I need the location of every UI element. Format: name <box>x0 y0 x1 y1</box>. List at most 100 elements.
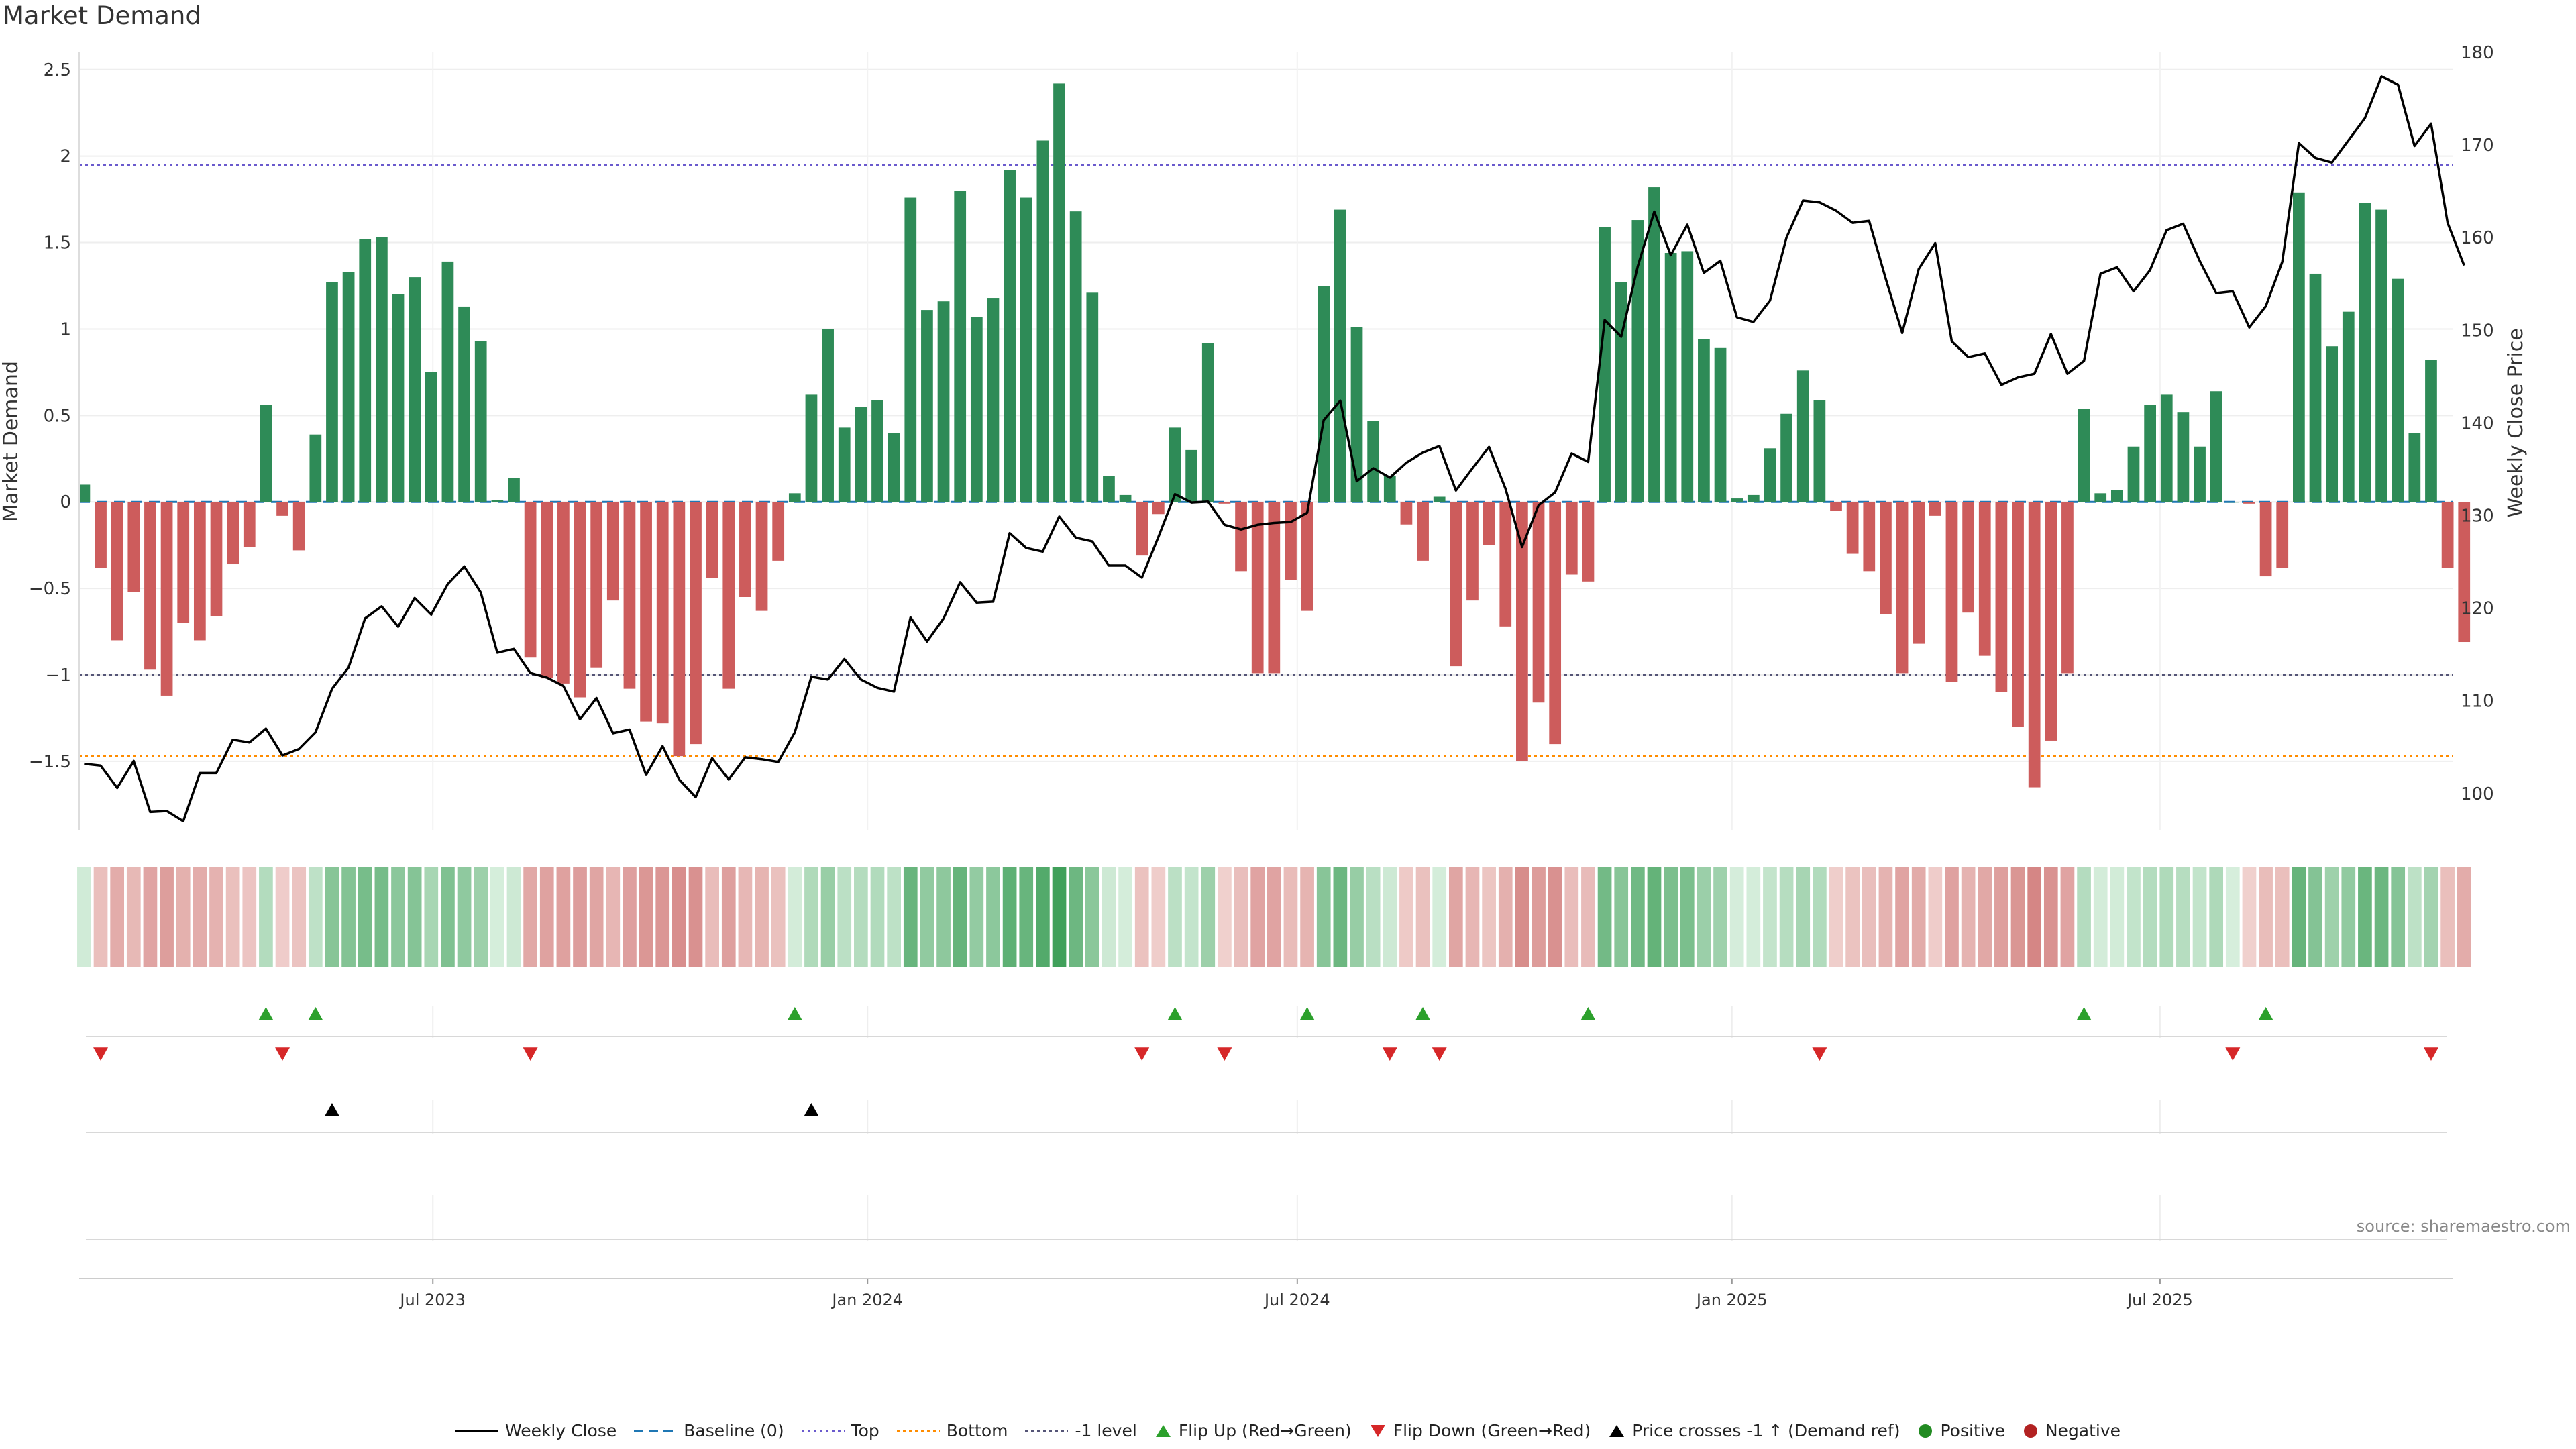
heat-cell <box>2176 867 2190 967</box>
legend-item-top: Top <box>801 1421 879 1440</box>
flip-down-marker <box>1812 1047 1827 1061</box>
demand-bar <box>838 427 851 502</box>
demand-bar <box>2094 493 2107 502</box>
demand-bar <box>1929 502 1941 516</box>
demand-bar <box>1532 502 1545 703</box>
heat-cell <box>143 867 158 967</box>
heat-cell <box>2110 867 2125 967</box>
heat-cell <box>1069 867 1083 967</box>
demand-bar <box>1599 227 1611 502</box>
demand-bar <box>855 407 867 502</box>
flip-up-marker <box>258 1007 274 1020</box>
y2-tick-label: 150 <box>2461 321 2494 341</box>
demand-bar <box>260 405 272 502</box>
demand-bar <box>1549 502 1562 745</box>
heat-cell <box>1729 867 1744 967</box>
demand-bar <box>2375 209 2387 502</box>
heat-cell <box>1895 867 1909 967</box>
demand-bar <box>227 502 239 565</box>
heat-cell <box>1532 867 1546 967</box>
heat-cell <box>2242 867 2257 967</box>
heat-cell <box>1581 867 1595 967</box>
heat-cell <box>1664 867 1678 967</box>
demand-bar <box>1169 427 1181 502</box>
heat-cell <box>490 867 504 967</box>
demand-bar <box>359 239 372 502</box>
flip-down-marker <box>2225 1047 2241 1061</box>
demand-bar <box>987 298 1000 502</box>
demand-bar <box>623 502 636 689</box>
legend-item-minus1: -1 level <box>1025 1421 1137 1440</box>
demand-bar <box>1433 496 1446 502</box>
y-axis-label: Market Demand <box>0 361 23 522</box>
demand-bar <box>210 502 223 616</box>
demand-bar <box>1978 502 1991 656</box>
flip-down-marker <box>1134 1047 1150 1061</box>
heat-cell <box>1647 867 1662 967</box>
heat-cell <box>2259 867 2273 967</box>
demand-bar <box>1516 502 1528 761</box>
flip-up-marker <box>787 1007 802 1020</box>
heat-cell <box>589 867 604 967</box>
legend-dot-icon <box>1917 1423 1933 1439</box>
demand-bar <box>1731 498 1743 502</box>
heat-cell <box>573 867 587 967</box>
flip-up-marker <box>1415 1007 1431 1020</box>
heat-cell <box>275 867 290 967</box>
legend-triangle-up-icon <box>1608 1424 1625 1438</box>
heat-cell <box>2407 867 2422 967</box>
demand-bar <box>2243 502 2255 504</box>
heat-cell <box>1052 867 1067 967</box>
heat-cell <box>1218 867 1232 967</box>
legend-item-baseline: Baseline (0) <box>634 1421 784 1440</box>
demand-bar <box>2078 409 2090 502</box>
y-tick-label: 1 <box>60 319 71 339</box>
event-markers <box>86 1006 2447 1241</box>
heat-cell <box>1994 867 2008 967</box>
heat-cell <box>606 867 621 967</box>
heat-cell <box>688 867 703 967</box>
heat-cell <box>176 867 191 967</box>
heat-cell <box>474 867 488 967</box>
heat-cell <box>672 867 686 967</box>
demand-bar <box>2292 192 2305 502</box>
heat-cell <box>1515 867 1529 967</box>
heat-cell <box>407 867 422 967</box>
demand-bar <box>95 502 107 568</box>
demand-bar <box>970 317 983 502</box>
heat-cell <box>2093 867 2108 967</box>
demand-bar <box>1582 502 1595 582</box>
demand-bar <box>1913 502 1925 644</box>
demand-bar <box>673 502 686 757</box>
demand-bar <box>1813 400 1826 502</box>
demand-bar <box>921 310 933 502</box>
heat-cell <box>1862 867 1876 967</box>
heat-cell <box>391 867 405 967</box>
demand-bar <box>1747 494 1760 502</box>
legend-dashed-line-icon <box>634 1424 678 1438</box>
heat-cell <box>2043 867 2058 967</box>
demand-bar <box>491 500 504 502</box>
heat-cell <box>1283 867 1298 967</box>
legend-item-flip_up: Flip Up (Red→Green) <box>1155 1421 1352 1440</box>
demand-bar <box>1796 370 1809 502</box>
heat-cell <box>705 867 719 967</box>
legend-label: Baseline (0) <box>684 1421 784 1440</box>
demand-bar <box>2177 412 2190 502</box>
heat-cell <box>1019 867 1034 967</box>
demand-bar <box>1350 327 1363 502</box>
demand-bar <box>2342 311 2355 502</box>
demand-bar <box>1483 502 1495 545</box>
heat-cell <box>2127 867 2141 967</box>
legend-label: Flip Down (Green→Red) <box>1393 1421 1591 1440</box>
heat-cell <box>2159 867 2174 967</box>
heat-cell <box>1945 867 1959 967</box>
heat-cell <box>1779 867 1794 967</box>
demand-bar <box>392 294 405 502</box>
demand-bar <box>425 372 437 502</box>
heat-cell <box>854 867 868 967</box>
demand-bar <box>2408 433 2421 502</box>
demand-bar <box>1103 476 1115 502</box>
heat-cell <box>209 867 223 967</box>
legend-item-flip_down: Flip Down (Green→Red) <box>1369 1421 1591 1440</box>
